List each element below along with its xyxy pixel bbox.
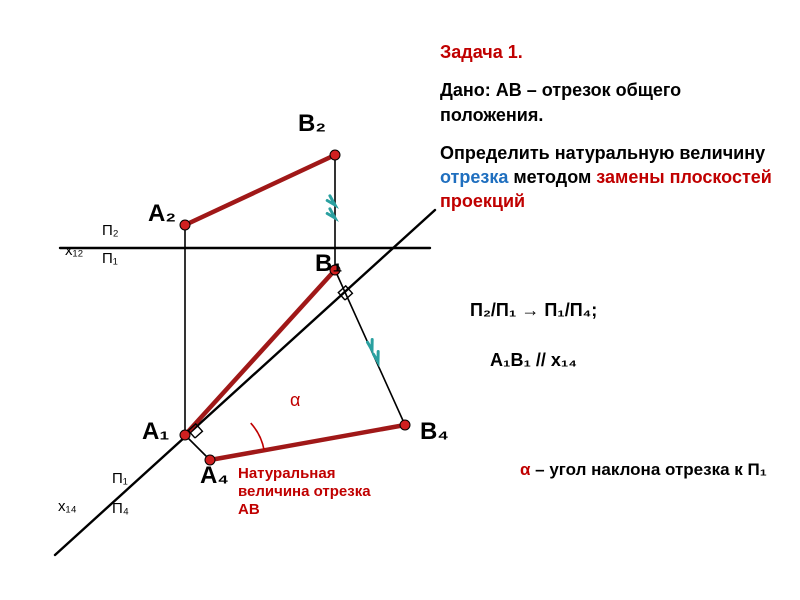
label-B1: B₁ [315,250,342,278]
label-P4: П₄ [112,500,129,517]
stage: Задача 1. Дано: AB – отрезок общего поло… [0,0,800,600]
label-A2: A₂ [148,200,176,228]
label-P1a: П₁ [102,250,118,267]
label-A1: A₁ [142,418,169,446]
label-x14: x₁₄ [58,498,77,515]
label-P1b: П₁ [112,470,128,487]
label-x12: x₁₂ [65,242,83,259]
alpha-in-diagram: α [290,390,300,411]
label-B2: B₂ [298,110,326,138]
label-B4: B₄ [420,418,449,446]
label-A4: A₄ [200,462,229,490]
label-P2: П₂ [102,222,119,239]
